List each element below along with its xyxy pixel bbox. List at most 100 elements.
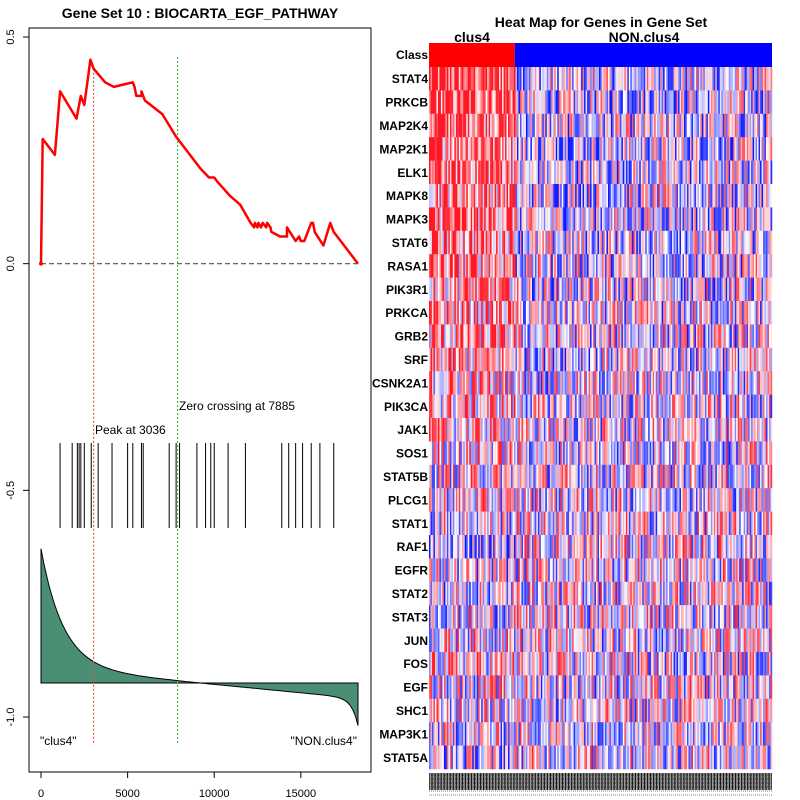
heatmap-cell bbox=[695, 394, 698, 419]
heatmap-cell bbox=[664, 535, 667, 559]
heatmap-cell bbox=[470, 347, 473, 372]
heatmap-cell bbox=[609, 324, 612, 349]
heatmap-cell bbox=[651, 464, 653, 489]
heatmap-cell bbox=[631, 511, 634, 536]
heatmap-cell bbox=[434, 160, 437, 185]
heatmap-cell bbox=[643, 254, 646, 278]
heatmap-cell bbox=[564, 230, 567, 255]
heatmap-cell bbox=[663, 90, 665, 115]
heatmap-cell bbox=[616, 535, 619, 559]
heatmap-cell bbox=[658, 418, 661, 442]
heatmap-cell bbox=[701, 441, 704, 466]
heatmap-cell bbox=[679, 464, 682, 489]
heatmap-cell bbox=[670, 511, 673, 536]
heatmap-cell bbox=[663, 347, 665, 372]
heatmap-cell bbox=[755, 511, 758, 536]
heatmap-cell bbox=[460, 90, 463, 115]
heatmap-cell bbox=[609, 90, 612, 115]
heatmap-cell bbox=[660, 113, 662, 138]
heatmap-cell bbox=[573, 207, 576, 232]
heatmap-cell bbox=[767, 371, 770, 395]
heatmap-cell bbox=[484, 511, 486, 536]
heatmap-cell bbox=[514, 324, 516, 349]
heatmap-cell bbox=[436, 113, 439, 138]
heatmap-cell bbox=[585, 488, 588, 512]
heatmap-cell bbox=[458, 394, 461, 419]
heatmap-cell bbox=[716, 254, 719, 278]
heatmap-cell bbox=[448, 371, 451, 395]
heatmap-cell bbox=[615, 488, 618, 512]
heatmap-cell bbox=[640, 347, 643, 372]
heatmap-cell bbox=[534, 230, 537, 255]
heatmap-cell bbox=[613, 441, 616, 466]
heatmap-cell bbox=[554, 184, 557, 208]
heatmap-cell bbox=[433, 418, 436, 442]
heatmap-cell bbox=[643, 207, 646, 232]
heatmap-cell bbox=[719, 113, 722, 138]
heatmap-cell bbox=[506, 441, 509, 466]
heatmap-cell bbox=[670, 67, 673, 91]
heatmap-cell bbox=[616, 184, 619, 208]
heatmap-cell bbox=[679, 230, 682, 255]
heatmap-cell bbox=[549, 184, 552, 208]
heatmap-cell bbox=[518, 558, 521, 583]
heatmap-cell bbox=[578, 67, 580, 91]
heatmap-cell bbox=[603, 418, 606, 442]
heatmap-cell bbox=[685, 254, 688, 278]
heatmap-cell bbox=[499, 90, 501, 115]
heatmap-cell bbox=[758, 488, 761, 512]
heatmap-cell bbox=[649, 67, 652, 91]
heatmap-cell bbox=[597, 441, 600, 466]
heatmap-cell bbox=[557, 254, 559, 278]
heatmap-cell bbox=[446, 184, 449, 208]
heatmap-cell bbox=[454, 160, 457, 185]
heatmap-cell bbox=[505, 394, 507, 419]
heatmap-cell bbox=[651, 113, 653, 138]
heatmap-cell bbox=[672, 464, 674, 489]
heatmap-cell bbox=[682, 230, 685, 255]
heatmap-cell bbox=[518, 511, 521, 536]
heatmap-cell bbox=[515, 207, 518, 232]
heatmap-cell bbox=[549, 488, 552, 512]
heatmap-cell bbox=[697, 207, 700, 232]
heatmap-cell bbox=[627, 137, 630, 161]
heatmap-cell bbox=[599, 394, 601, 419]
heatmap-cell bbox=[511, 90, 513, 115]
heatmap-cell bbox=[557, 230, 559, 255]
heatmap-cell bbox=[569, 184, 571, 208]
heatmap-cell bbox=[584, 371, 586, 395]
heatmap-cell bbox=[746, 347, 749, 372]
heatmap-cell bbox=[496, 464, 498, 489]
heatmap-cell bbox=[607, 418, 610, 442]
heatmap-cell bbox=[727, 371, 729, 395]
heatmap-cell bbox=[654, 371, 656, 395]
heatmap-cell bbox=[742, 347, 744, 372]
heatmap-cell bbox=[679, 418, 682, 442]
heatmap-cell bbox=[551, 418, 554, 442]
heatmap-cell bbox=[528, 113, 531, 138]
heatmap-cell bbox=[511, 394, 513, 419]
heatmap-cell bbox=[552, 301, 555, 325]
heatmap-cell bbox=[743, 230, 746, 255]
heatmap-cell bbox=[485, 254, 488, 278]
heatmap-cell bbox=[597, 301, 600, 325]
heatmap-cell bbox=[576, 207, 579, 232]
heatmap-cell bbox=[445, 207, 448, 232]
heatmap-cell bbox=[766, 160, 768, 185]
heatmap-cell bbox=[622, 347, 625, 372]
heatmap-cell bbox=[430, 558, 433, 583]
heatmap-cell bbox=[637, 441, 640, 466]
heatmap-cell bbox=[688, 441, 691, 466]
heatmap-cell bbox=[506, 160, 509, 185]
heatmap-cell bbox=[604, 277, 607, 302]
heatmap-cell bbox=[443, 160, 446, 185]
heatmap-cell bbox=[709, 207, 712, 232]
heatmap-cell bbox=[455, 441, 458, 466]
heatmap-cell bbox=[652, 511, 655, 536]
heatmap-cell bbox=[440, 511, 443, 536]
heatmap-cell bbox=[440, 160, 443, 185]
heatmap-cell bbox=[582, 277, 585, 302]
heatmap-cell bbox=[452, 441, 455, 466]
heatmap-cell bbox=[434, 535, 437, 559]
heatmap-cell bbox=[588, 160, 591, 185]
